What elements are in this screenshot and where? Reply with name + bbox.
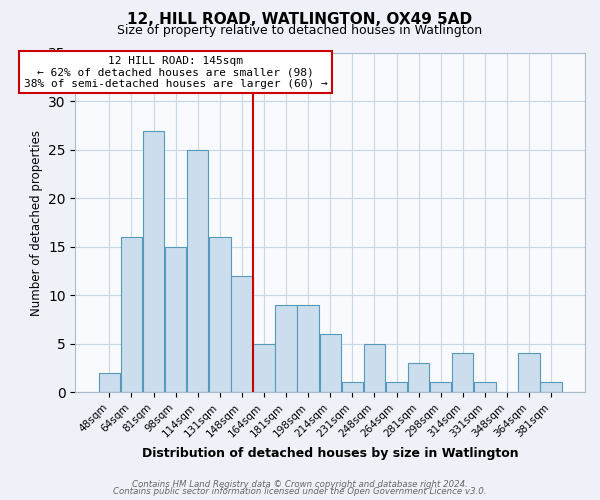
Bar xyxy=(275,305,297,392)
Bar xyxy=(209,237,230,392)
Bar xyxy=(452,354,473,392)
Bar xyxy=(408,363,430,392)
Bar xyxy=(98,372,120,392)
Bar xyxy=(518,354,540,392)
Text: 12 HILL ROAD: 145sqm
← 62% of detached houses are smaller (98)
38% of semi-detac: 12 HILL ROAD: 145sqm ← 62% of detached h… xyxy=(24,56,328,89)
Text: 12, HILL ROAD, WATLINGTON, OX49 5AD: 12, HILL ROAD, WATLINGTON, OX49 5AD xyxy=(127,12,473,28)
Text: Contains HM Land Registry data © Crown copyright and database right 2024.: Contains HM Land Registry data © Crown c… xyxy=(132,480,468,489)
Bar xyxy=(386,382,407,392)
Bar xyxy=(541,382,562,392)
Bar xyxy=(143,130,164,392)
Bar xyxy=(474,382,496,392)
Bar xyxy=(165,247,187,392)
Bar xyxy=(187,150,208,392)
Y-axis label: Number of detached properties: Number of detached properties xyxy=(29,130,43,316)
X-axis label: Distribution of detached houses by size in Watlington: Distribution of detached houses by size … xyxy=(142,447,518,460)
Bar xyxy=(298,305,319,392)
Bar xyxy=(121,237,142,392)
Text: Size of property relative to detached houses in Watlington: Size of property relative to detached ho… xyxy=(118,24,482,37)
Bar xyxy=(430,382,451,392)
Text: Contains public sector information licensed under the Open Government Licence v3: Contains public sector information licen… xyxy=(113,487,487,496)
Bar xyxy=(253,344,275,392)
Bar xyxy=(341,382,363,392)
Bar xyxy=(364,344,385,392)
Bar xyxy=(320,334,341,392)
Bar xyxy=(231,276,253,392)
